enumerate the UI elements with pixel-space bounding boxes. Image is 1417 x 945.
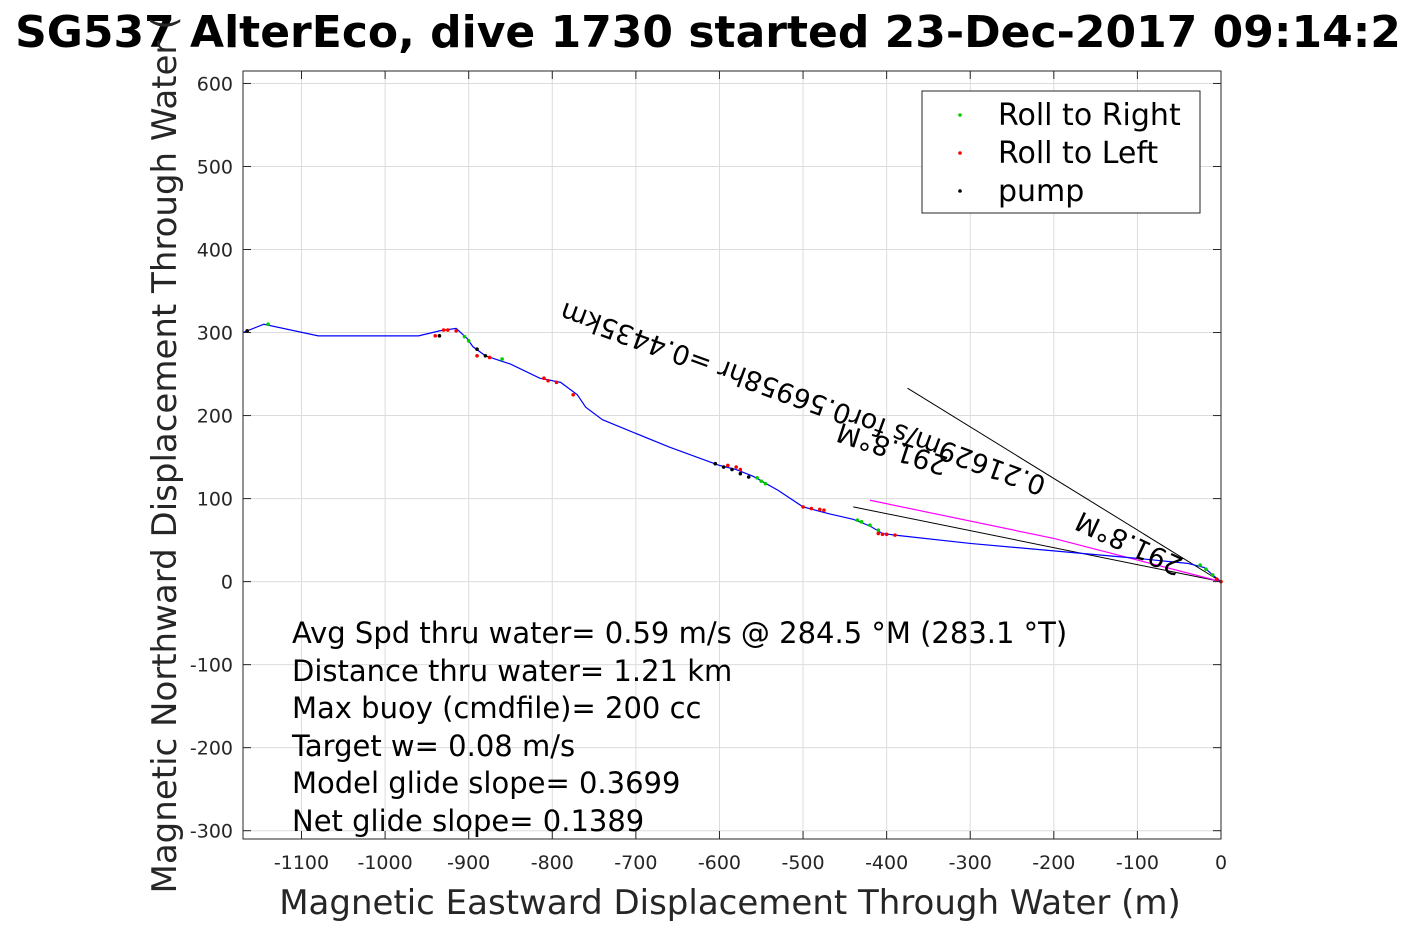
x-tick-label: -1100 xyxy=(274,852,329,874)
x-tick-label: -500 xyxy=(781,852,824,874)
chart-title: SG537 AlterEco, dive 1730 started 23-Dec… xyxy=(15,7,1401,58)
x-tick-label: -700 xyxy=(614,852,657,874)
roll-left-point xyxy=(445,328,450,332)
roll-right-point xyxy=(868,523,872,527)
roll-right-point xyxy=(759,479,764,483)
roll-left-point xyxy=(554,380,559,385)
y-tick-label: 0 xyxy=(221,572,233,594)
y-tick-label: 200 xyxy=(197,406,233,428)
roll-right-point xyxy=(466,339,471,343)
pump-point xyxy=(245,329,249,333)
stat-net-glide-slope: Net glide slope= 0.1389 xyxy=(292,804,644,838)
y-axis-label: Magnetic Northward Displacement Through … xyxy=(145,17,185,894)
dive-stats: Avg Spd thru water= 0.59 m/s @ 284.5 °M … xyxy=(291,616,1067,838)
roll-left-point xyxy=(809,506,814,511)
x-tick-label: -1000 xyxy=(357,852,412,874)
roll-left-point xyxy=(441,328,446,332)
roll-left-point xyxy=(734,465,738,469)
roll-right-point xyxy=(1210,573,1215,577)
roll-right-point xyxy=(500,357,504,361)
y-tick-label: -300 xyxy=(190,821,233,843)
ticks-layer: -1100 -1000 -900 -800 -700 -600 -500 -400 -300 -2… xyxy=(190,71,1227,874)
legend-marker-roll-left xyxy=(958,151,962,155)
x-tick-label: -900 xyxy=(447,852,490,874)
x-tick-label: -100 xyxy=(1116,852,1159,874)
stat-distance: Distance thru water= 1.21 km xyxy=(292,654,732,688)
roll-right-point xyxy=(1198,563,1202,567)
roll-left-point xyxy=(822,508,826,513)
pump-point xyxy=(721,465,726,469)
pump-point xyxy=(746,475,751,479)
x-tick-label: -300 xyxy=(949,852,992,874)
y-tick-label: 500 xyxy=(197,156,233,178)
stat-max-buoy: Max buoy (cmdfile)= 200 cc xyxy=(292,691,701,725)
roll-left-point xyxy=(817,507,822,512)
y-tick-label: -100 xyxy=(190,655,233,677)
x-tick-label: -400 xyxy=(865,852,908,874)
roll-right-point xyxy=(855,518,860,522)
x-tick-label: -200 xyxy=(1032,852,1075,874)
roll-left-point xyxy=(475,353,479,358)
pump-point xyxy=(713,461,718,466)
series-layer xyxy=(242,322,1223,584)
roll-left-point xyxy=(738,467,743,472)
roll-right-point xyxy=(859,520,864,524)
roll-left-point xyxy=(454,329,458,333)
pump-point xyxy=(730,467,734,472)
legend-marker-roll-right xyxy=(958,113,962,117)
reference-line-0 xyxy=(907,387,1222,583)
x-tick-label: -600 xyxy=(698,852,741,874)
y-tick-label: 100 xyxy=(197,489,233,511)
roll-left-point xyxy=(884,532,889,537)
roll-left-point xyxy=(801,505,805,509)
stat-target-w: Target w= 0.08 m/s xyxy=(291,729,575,763)
roll-right-point xyxy=(462,334,467,339)
roll-left-point xyxy=(876,531,881,536)
roll-right-point xyxy=(876,528,881,532)
roll-right-point xyxy=(266,322,270,327)
stat-avg-speed: Avg Spd thru water= 0.59 m/s @ 284.5 °M … xyxy=(292,616,1067,650)
y-tick-label: 300 xyxy=(197,323,233,345)
roll-left-point xyxy=(1215,577,1219,581)
roll-left-point xyxy=(433,334,438,338)
legend: Roll to Right Roll to Left pump xyxy=(921,90,1201,214)
roll-right-point xyxy=(755,476,759,480)
roll-left-point xyxy=(726,463,730,468)
roll-right-point xyxy=(1204,567,1208,571)
legend-marker-pump xyxy=(958,189,962,193)
roll-left-point xyxy=(571,393,575,397)
heading-segment-line xyxy=(869,499,1222,583)
axes-box xyxy=(242,70,1222,840)
roll-left-point xyxy=(880,532,885,537)
roll-left-point xyxy=(542,376,546,381)
stat-model-glide-slope: Model glide slope= 0.3699 xyxy=(292,766,680,800)
roll-left-point xyxy=(546,378,550,383)
pump-point xyxy=(483,353,488,358)
roll-left-point xyxy=(487,355,492,360)
pump-point xyxy=(738,471,743,476)
legend-label-roll-right: Roll to Right xyxy=(998,98,1181,133)
x-axis-label: Magnetic Eastward Displacement Through W… xyxy=(279,883,1181,923)
roll-right-point xyxy=(763,481,768,486)
x-tick-label: 0 xyxy=(1215,852,1227,874)
pump-point xyxy=(437,334,442,338)
x-tick-label: -800 xyxy=(531,852,574,874)
y-tick-label: -200 xyxy=(190,738,233,760)
legend-label-pump: pump xyxy=(998,174,1084,209)
pump-point xyxy=(475,347,479,351)
y-tick-label: 600 xyxy=(197,73,233,95)
legend-box xyxy=(921,90,1201,214)
reference-line-1 xyxy=(853,506,1222,583)
legend-label-roll-left: Roll to Left xyxy=(998,136,1158,171)
y-tick-label: 400 xyxy=(197,240,233,262)
dive-track-line xyxy=(242,323,1222,583)
roll-left-point xyxy=(893,533,897,537)
